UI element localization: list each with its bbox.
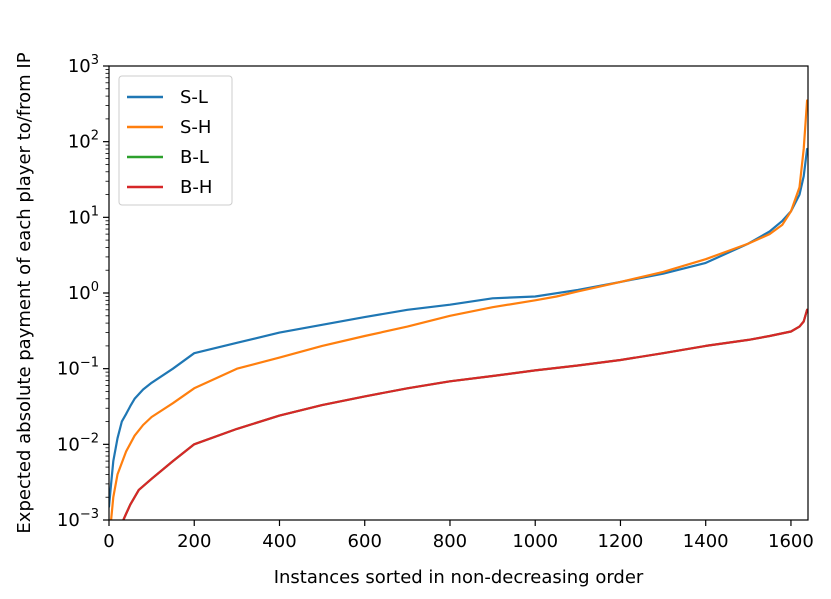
- axes-layer: 0 200 400 600 800 1000 1200 1400 1600 10−3 10−2 10−…: [57, 53, 814, 552]
- x-tick-label: 200: [177, 531, 211, 552]
- y-tick-label: 10−2: [57, 431, 99, 455]
- legend-box: [118, 75, 233, 206]
- x-tick-label: 1400: [683, 531, 729, 552]
- y-tick-label: 10−1: [57, 356, 99, 380]
- x-tick-label: 400: [262, 531, 296, 552]
- legend: S-L S-H B-L B-H: [118, 75, 233, 206]
- series-layer: [109, 99, 808, 520]
- x-tick-label: 600: [348, 531, 382, 552]
- legend-label: S-H: [180, 117, 211, 138]
- series-line-s-h: [109, 99, 808, 520]
- x-tick-label: 0: [103, 531, 114, 552]
- series-line-b-h: [122, 308, 808, 520]
- y-tick-label: 102: [68, 129, 99, 153]
- x-tick-label: 1000: [512, 531, 558, 552]
- legend-label: B-L: [180, 147, 209, 168]
- plot-frame: [108, 65, 809, 521]
- y-axis-label: Expected absolute payment of each player…: [14, 52, 35, 533]
- x-tick-label: 1200: [598, 531, 644, 552]
- y-tick-label: 100: [68, 280, 99, 304]
- y-tick-label: 103: [68, 53, 99, 77]
- y-tick-label: 101: [68, 204, 99, 228]
- y-tick-label: 10−3: [57, 507, 99, 531]
- x-axis-label: Instances sorted in non-decreasing order: [274, 567, 644, 588]
- series-line-s-l: [109, 147, 808, 508]
- legend-label: B-H: [180, 177, 212, 198]
- legend-label: S-L: [180, 87, 208, 108]
- x-tick-label: 800: [433, 531, 467, 552]
- x-tick-label: 1600: [768, 531, 814, 552]
